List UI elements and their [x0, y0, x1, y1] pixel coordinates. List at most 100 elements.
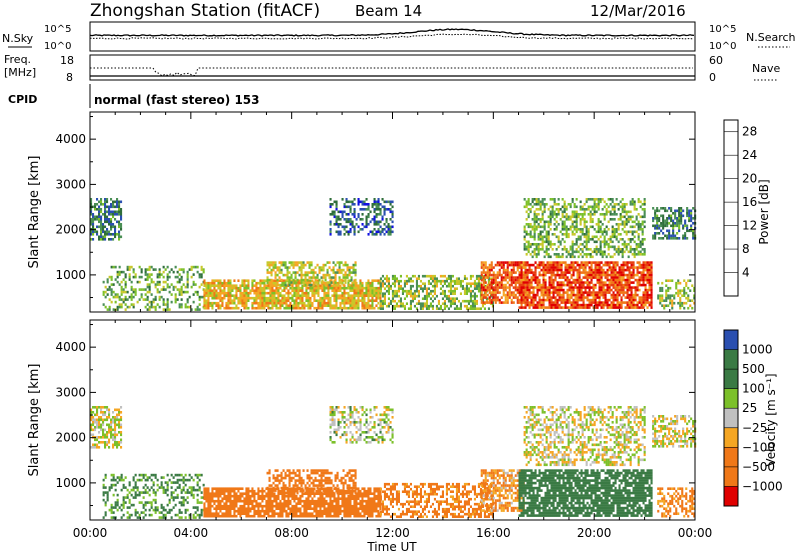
heatmap-cell: [604, 283, 607, 287]
heatmap-cell: [203, 289, 206, 292]
heatmap-cell: [623, 225, 626, 229]
heatmap-cell: [379, 208, 382, 211]
heatmap-cell: [564, 276, 567, 279]
heatmap-cell: [535, 248, 538, 251]
heatmap-cell: [317, 301, 320, 305]
heatmap-cell: [605, 213, 608, 216]
heatmap-cell: [488, 281, 491, 284]
heatmap-cell: [609, 240, 612, 244]
heatmap-cell: [639, 228, 642, 231]
heatmap-cell: [682, 214, 685, 218]
heatmap-cell: [550, 283, 553, 287]
heatmap-cell: [579, 238, 582, 241]
heatmap-cell: [92, 421, 95, 424]
heatmap-cell: [600, 306, 603, 309]
heatmap-cell: [590, 298, 593, 302]
heatmap-cell: [333, 299, 336, 302]
heatmap-cell: [626, 286, 629, 289]
heatmap-cell: [96, 426, 99, 429]
heatmap-cell: [542, 288, 545, 292]
heatmap-cell: [628, 261, 631, 264]
heatmap-cell: [469, 292, 472, 295]
heatmap-cell: [150, 293, 153, 296]
heatmap-cell: [538, 286, 541, 289]
heatmap-cell: [477, 289, 480, 293]
heatmap-cell: [670, 224, 673, 228]
heatmap-cell: [661, 286, 664, 290]
heatmap-cell: [308, 283, 311, 287]
heatmap-cell: [203, 296, 206, 300]
heatmap-cell: [329, 233, 332, 236]
heatmap-cell: [128, 265, 131, 269]
heatmap-cell: [148, 288, 151, 291]
heatmap-cell: [643, 210, 646, 214]
heatmap-cell: [270, 263, 273, 267]
heatmap-cell: [431, 304, 434, 308]
heatmap-cell: [667, 294, 670, 297]
heatmap-cell: [480, 293, 483, 297]
heatmap-cell: [546, 268, 549, 272]
heatmap-cell: [534, 278, 537, 282]
heatmap-cell: [618, 278, 621, 282]
heatmap-cell: [475, 277, 478, 280]
heatmap-cell: [104, 198, 107, 201]
heatmap-cell: [301, 284, 304, 287]
heatmap-cell: [461, 287, 464, 290]
heatmap-cell: [611, 198, 614, 201]
heatmap-cell: [305, 291, 308, 295]
heatmap-cell: [104, 238, 107, 241]
heatmap-cell: [148, 268, 151, 271]
heatmap-cell: [130, 303, 133, 306]
heatmap-cell: [624, 268, 627, 272]
heatmap-cell: [140, 293, 143, 296]
heatmap-cell: [541, 240, 544, 244]
heatmap-cell: [526, 291, 529, 294]
heatmap-cell: [606, 261, 609, 264]
heatmap-cell: [457, 307, 460, 310]
heatmap-cell: [405, 274, 408, 278]
heatmap-cell: [504, 296, 507, 299]
heatmap-cell: [249, 289, 252, 292]
heatmap-cell: [335, 299, 338, 302]
heatmap-cell: [106, 441, 109, 444]
heatmap-cell: [641, 223, 644, 226]
heatmap-cell: [580, 261, 583, 264]
heatmap-cell: [502, 261, 505, 264]
heatmap-cell: [490, 286, 493, 289]
heatmap-cell: [685, 291, 688, 295]
heatmap-cell: [387, 304, 390, 308]
heatmap-cell: [630, 263, 633, 267]
heatmap-cell: [538, 288, 541, 292]
heatmap-cell: [463, 274, 466, 278]
heatmap-cell: [554, 266, 557, 269]
heatmap-cell: [124, 295, 127, 299]
heatmap-cell: [235, 296, 238, 300]
heatmap-cell: [545, 203, 548, 206]
heatmap-cell: [613, 248, 616, 251]
heatmap-cell: [566, 296, 569, 299]
heatmap-cell: [291, 286, 294, 290]
heatmap-cell: [144, 478, 147, 482]
heatmap-cell: [409, 289, 412, 293]
heatmap-cell: [581, 230, 584, 234]
heatmap-cell: [530, 303, 533, 307]
heatmap-cell: [116, 441, 119, 444]
heatmap-cell: [596, 306, 599, 309]
heatmap-cell: [531, 255, 534, 259]
heatmap-cell: [654, 214, 657, 218]
heatmap-cell: [590, 276, 593, 279]
heatmap-cell: [524, 266, 527, 269]
heatmap-cell: [616, 261, 619, 264]
heatmap-cell: [267, 286, 270, 290]
heatmap-cell: [572, 293, 575, 297]
heatmap-cell: [134, 288, 137, 291]
heatmap-cell: [106, 233, 109, 236]
heatmap-cell: [100, 416, 103, 419]
heatmap-cell: [542, 281, 545, 284]
heatmap-cell: [323, 289, 326, 292]
heatmap-cell: [638, 266, 641, 269]
heatmap-cell: [539, 218, 542, 221]
heatmap-cell: [285, 304, 288, 307]
heatmap-cell: [584, 303, 587, 307]
heatmap-cell: [357, 203, 360, 206]
